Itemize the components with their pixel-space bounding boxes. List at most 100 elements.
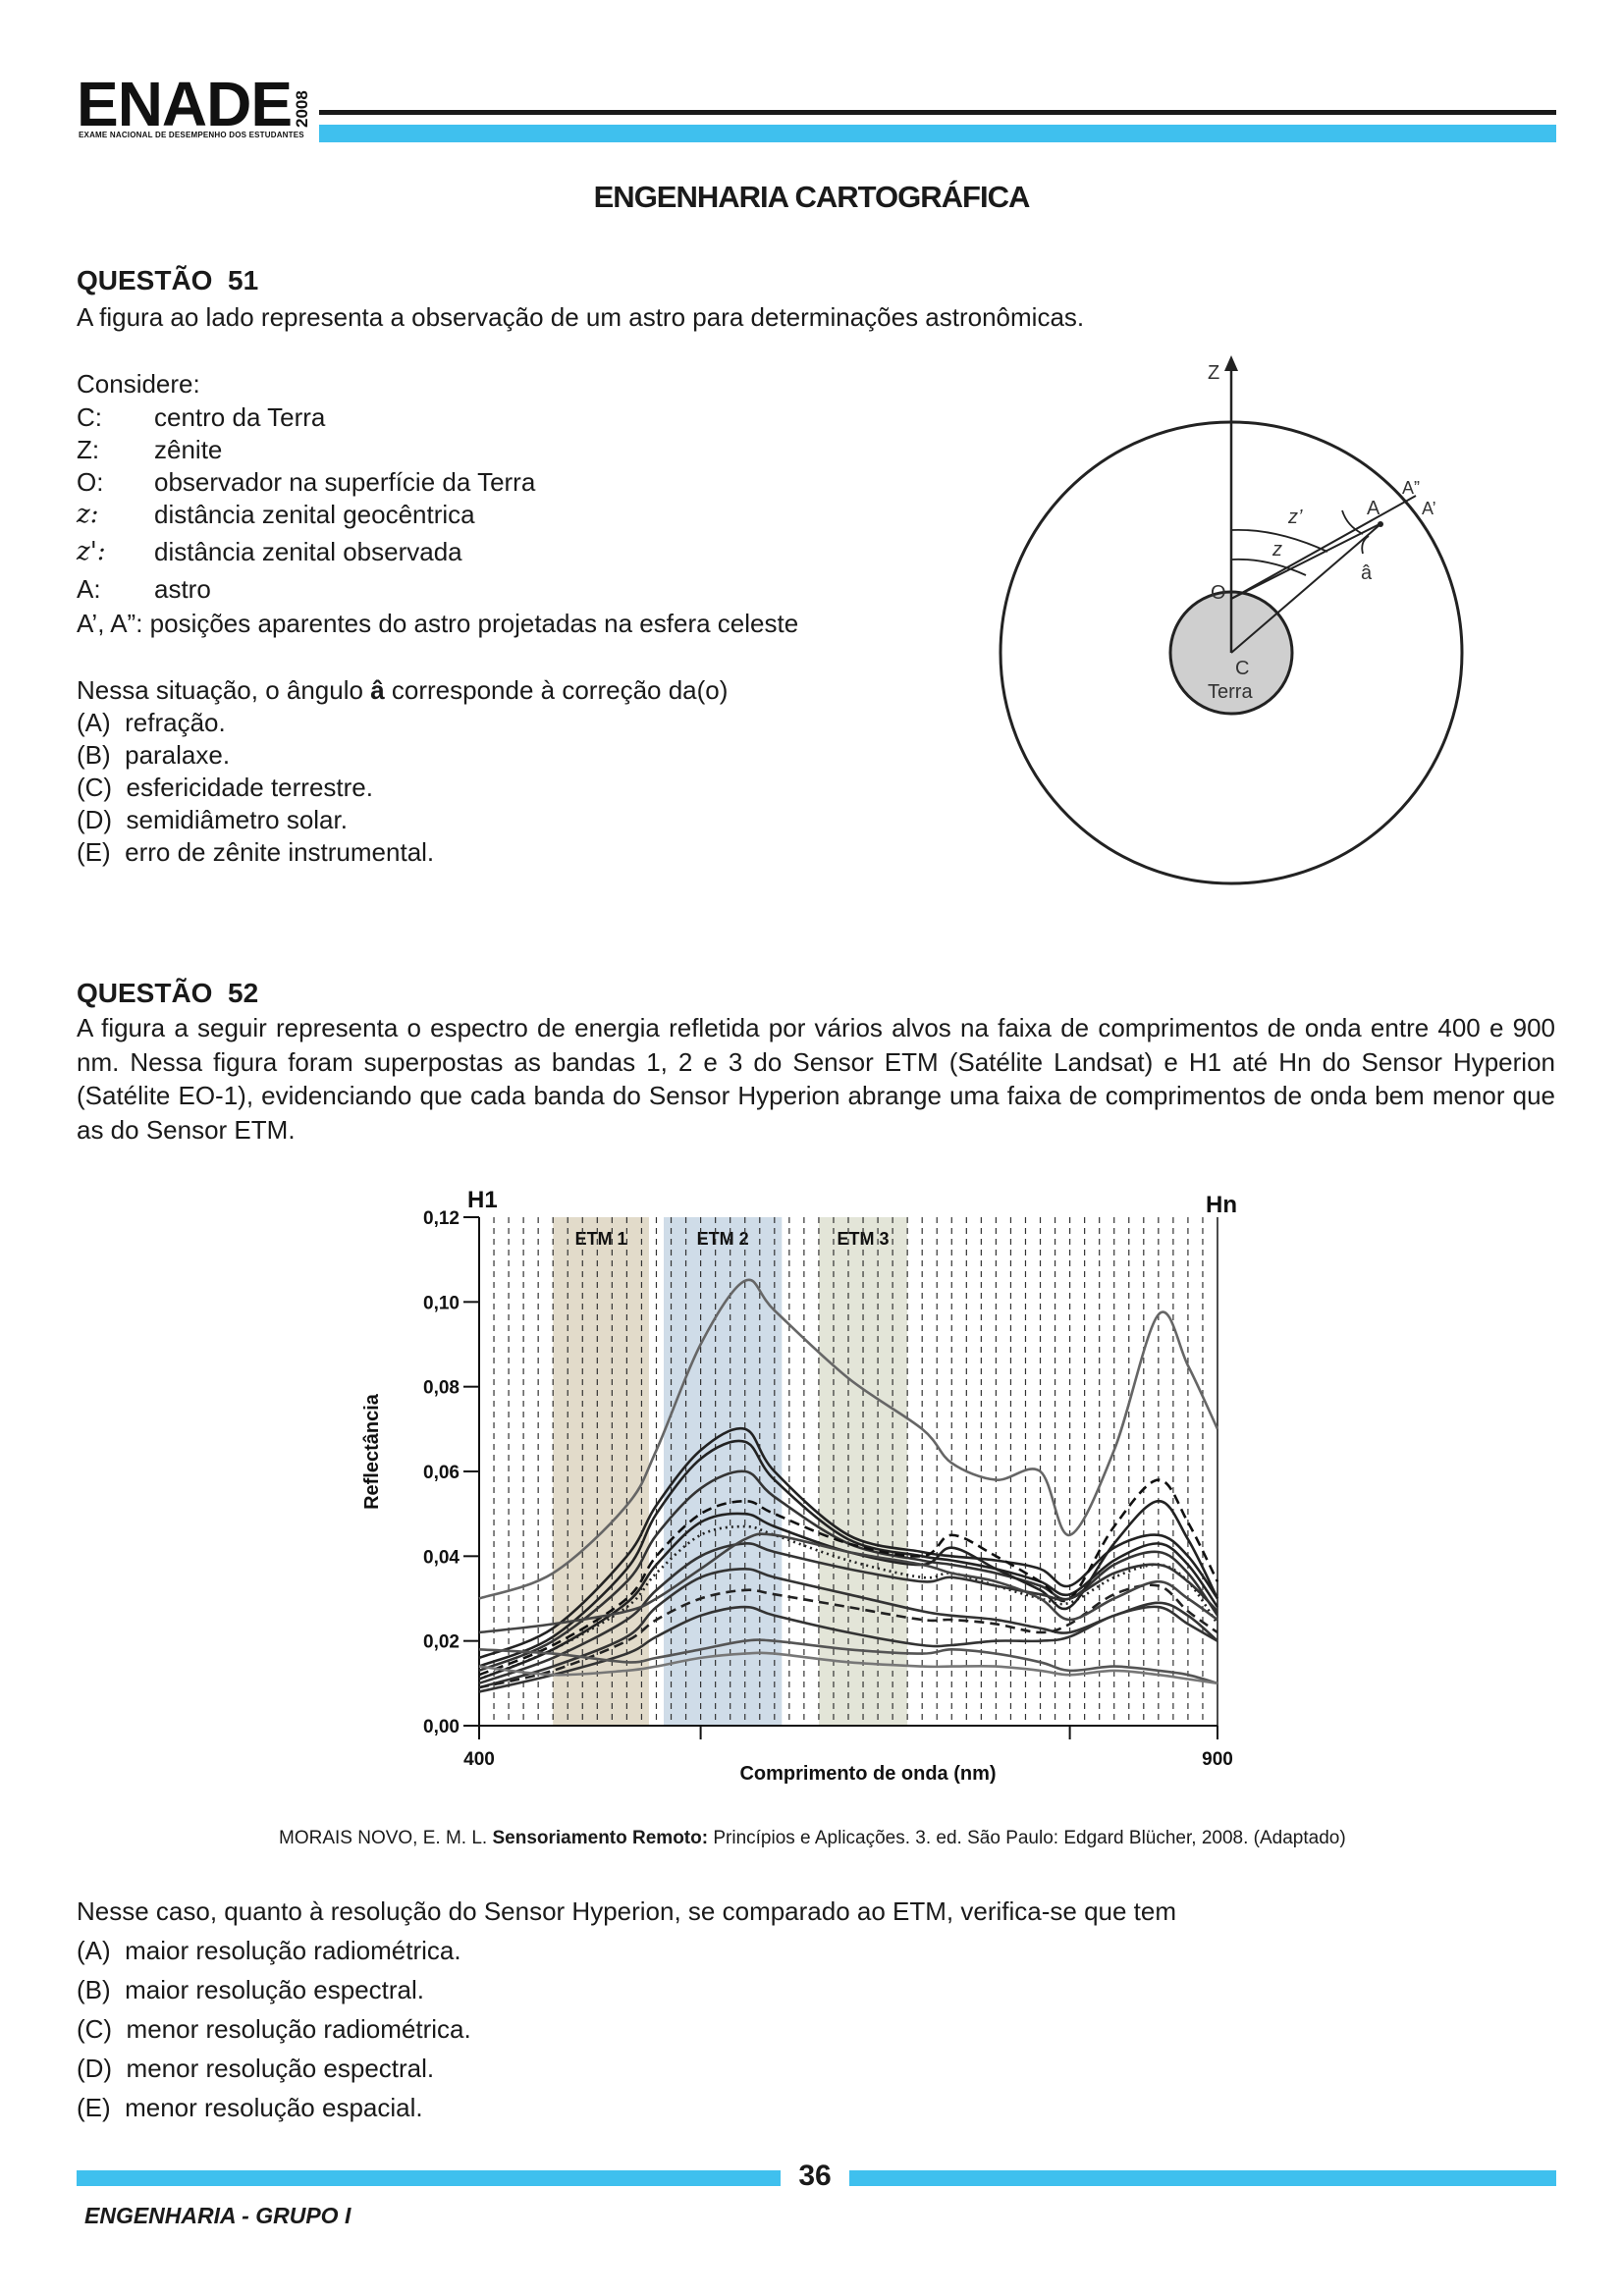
q52-citation: MORAIS NOVO, E. M. L. Sensoriamento Remo… <box>279 1828 1346 1849</box>
option-e[interactable]: (E) erro de zênite instrumental. <box>77 837 435 867</box>
logo-year: 2008 <box>293 90 311 128</box>
q51-stem-after: corresponde à correção da(o) <box>384 675 729 705</box>
option-d[interactable]: (D) semidiâmetro solar. <box>77 805 348 834</box>
q52-heading: QUESTÃO 52 <box>77 978 259 1008</box>
x-tick-label: 400 <box>463 1749 495 1770</box>
definition-term: A: <box>77 574 101 604</box>
label-z: Z <box>1208 362 1219 384</box>
label-zz: z <box>1271 539 1282 561</box>
angle-z-arc <box>1230 558 1307 576</box>
reflectance-curve <box>478 1439 1219 1668</box>
definition-desc: observador na superfície da Terra <box>154 467 536 497</box>
definition-desc: astro <box>154 574 211 604</box>
label-zz-prime: z’ <box>1287 507 1303 528</box>
definition-desc: centro da Terra <box>154 402 326 432</box>
reflectance-curve <box>478 1469 1219 1673</box>
definition-row: z': distância zenital observada <box>77 535 764 568</box>
label-angle-a: â <box>1361 562 1373 584</box>
definition-term: z: <box>77 500 99 529</box>
reflectance-curve <box>478 1583 1218 1689</box>
sightline <box>1230 523 1380 600</box>
reflectance-curve <box>478 1638 1218 1685</box>
zenith-arrow-icon <box>1224 355 1238 371</box>
reflectance-curve <box>478 1478 1219 1677</box>
header-rule-black <box>319 110 1556 115</box>
label-terra: Terra <box>1208 681 1253 703</box>
y-axis-label: Reflectância <box>361 1393 383 1510</box>
hyperion-first-label: H1 <box>467 1187 498 1213</box>
x-axis-label: Comprimento de onda (nm) <box>739 1763 996 1785</box>
q52-stem: Nesse caso, quanto à resolução do Sensor… <box>77 1896 1177 1926</box>
definition-row: Z: zênite <box>77 433 764 466</box>
definition-term: Z: <box>77 435 100 464</box>
option-e[interactable]: (E) menor resolução espacial. <box>77 2093 423 2122</box>
q51-options: (A) refração. (B) paralaxe. (C) esferici… <box>77 707 434 869</box>
label-a-double-prime: A” <box>1402 478 1420 498</box>
reflectance-curve <box>478 1426 1219 1660</box>
citation-title: Sensoriamento Remoto: <box>492 1828 709 1848</box>
q51-heading: QUESTÃO 51 <box>77 265 259 295</box>
logo-subtitle: EXAME NACIONAL DE DESEMPENHO DOS ESTUDAN… <box>79 131 304 139</box>
y-tick-label: 0,06 <box>423 1463 460 1483</box>
citation-rest: Princípios e Aplicações. 3. ed. São Paul… <box>708 1828 1346 1848</box>
definition-desc: distância zenital geocêntrica <box>154 500 475 529</box>
y-tick-label: 0,04 <box>423 1547 460 1568</box>
definition-term: z': <box>77 537 106 566</box>
definition-row: C: centro da Terra <box>77 400 764 434</box>
page-number: 36 <box>798 2160 832 2192</box>
label-a: A <box>1367 498 1380 519</box>
definition-row: A: astro <box>77 572 764 606</box>
footer-group: ENGENHARIA - GRUPO I <box>84 2203 352 2228</box>
footer-bar-right <box>849 2170 1556 2186</box>
option-c[interactable]: (C) esfericidade terrestre. <box>77 773 373 802</box>
hyperion-last-label: Hn <box>1206 1192 1237 1218</box>
citation-author: MORAIS NOVO, E. M. L. <box>279 1828 493 1848</box>
definition-row: O: observador na superfície da Terra <box>77 465 764 499</box>
q51-consider: Considere: <box>77 369 200 399</box>
logo-enade: ENADE <box>77 69 293 139</box>
footer-bar-left <box>77 2170 781 2186</box>
star-point <box>1378 521 1383 527</box>
q51-stem: Nessa situação, o ângulo â corresponde à… <box>77 673 728 707</box>
x-tick-label: 900 <box>1202 1749 1233 1770</box>
definition-desc: zênite <box>154 435 223 464</box>
observed-line <box>1230 495 1417 600</box>
y-tick-label: 0,12 <box>423 1208 460 1229</box>
reflectance-curve <box>478 1651 1218 1685</box>
spectrum-chart: ETM 1 ETM 2 ETM 30,000,020,040,060,080,100… <box>361 1187 1237 1785</box>
option-a[interactable]: (A) refração. <box>77 708 226 737</box>
option-b[interactable]: (B) maior resolução espectral. <box>77 1975 425 2004</box>
q52-intro: A figura a seguir representa o espectro … <box>77 1013 1555 1145</box>
q51-figure: Z O C Terra A A’ A” â z z’ <box>999 355 1464 885</box>
y-tick-label: 0,02 <box>423 1632 460 1653</box>
etm-band-label: ETM 1 <box>575 1229 627 1249</box>
definition-desc: distância zenital observada <box>154 537 462 566</box>
label-o: O <box>1211 582 1226 604</box>
option-d[interactable]: (D) menor resolução espectral. <box>77 2054 435 2083</box>
header-rule-blue <box>319 125 1556 142</box>
reflectance-curve <box>478 1532 1218 1634</box>
reflectance-curve <box>478 1605 1218 1693</box>
definition-term: C: <box>77 402 102 432</box>
angle-z-prime-arc <box>1230 528 1328 553</box>
q51-intro: A figura ao lado representa a observação… <box>77 302 1085 332</box>
reflectance-curve <box>478 1278 1219 1600</box>
angle-a-arc-top <box>1341 509 1364 535</box>
option-a[interactable]: (A) maior resolução radiométrica. <box>77 1936 461 1965</box>
label-a-prime: A’ <box>1422 499 1436 518</box>
q51-stem-bold: â <box>370 675 385 705</box>
y-tick-label: 0,08 <box>423 1378 460 1399</box>
label-c: C <box>1235 658 1249 679</box>
y-tick-label: 0,10 <box>423 1293 460 1313</box>
definition-term: O: <box>77 467 104 497</box>
q52-options: (A) maior resolução radiométrica. (B) ma… <box>77 1931 471 2127</box>
etm-band-label: ETM 2 <box>697 1229 749 1249</box>
page-title: ENGENHARIA CARTOGRÁFICA <box>593 180 1031 214</box>
definition-last: A’, A”: posições aparentes do astro proj… <box>77 609 799 638</box>
geocentric-line <box>1230 523 1381 654</box>
option-c[interactable]: (C) menor resolução radiométrica. <box>77 2014 471 2044</box>
y-tick-label: 0,00 <box>423 1717 460 1737</box>
q51-stem-before: Nessa situação, o ângulo <box>77 675 371 705</box>
option-b[interactable]: (B) paralaxe. <box>77 740 231 770</box>
definition-row: z: distância zenital geocêntrica <box>77 498 764 531</box>
